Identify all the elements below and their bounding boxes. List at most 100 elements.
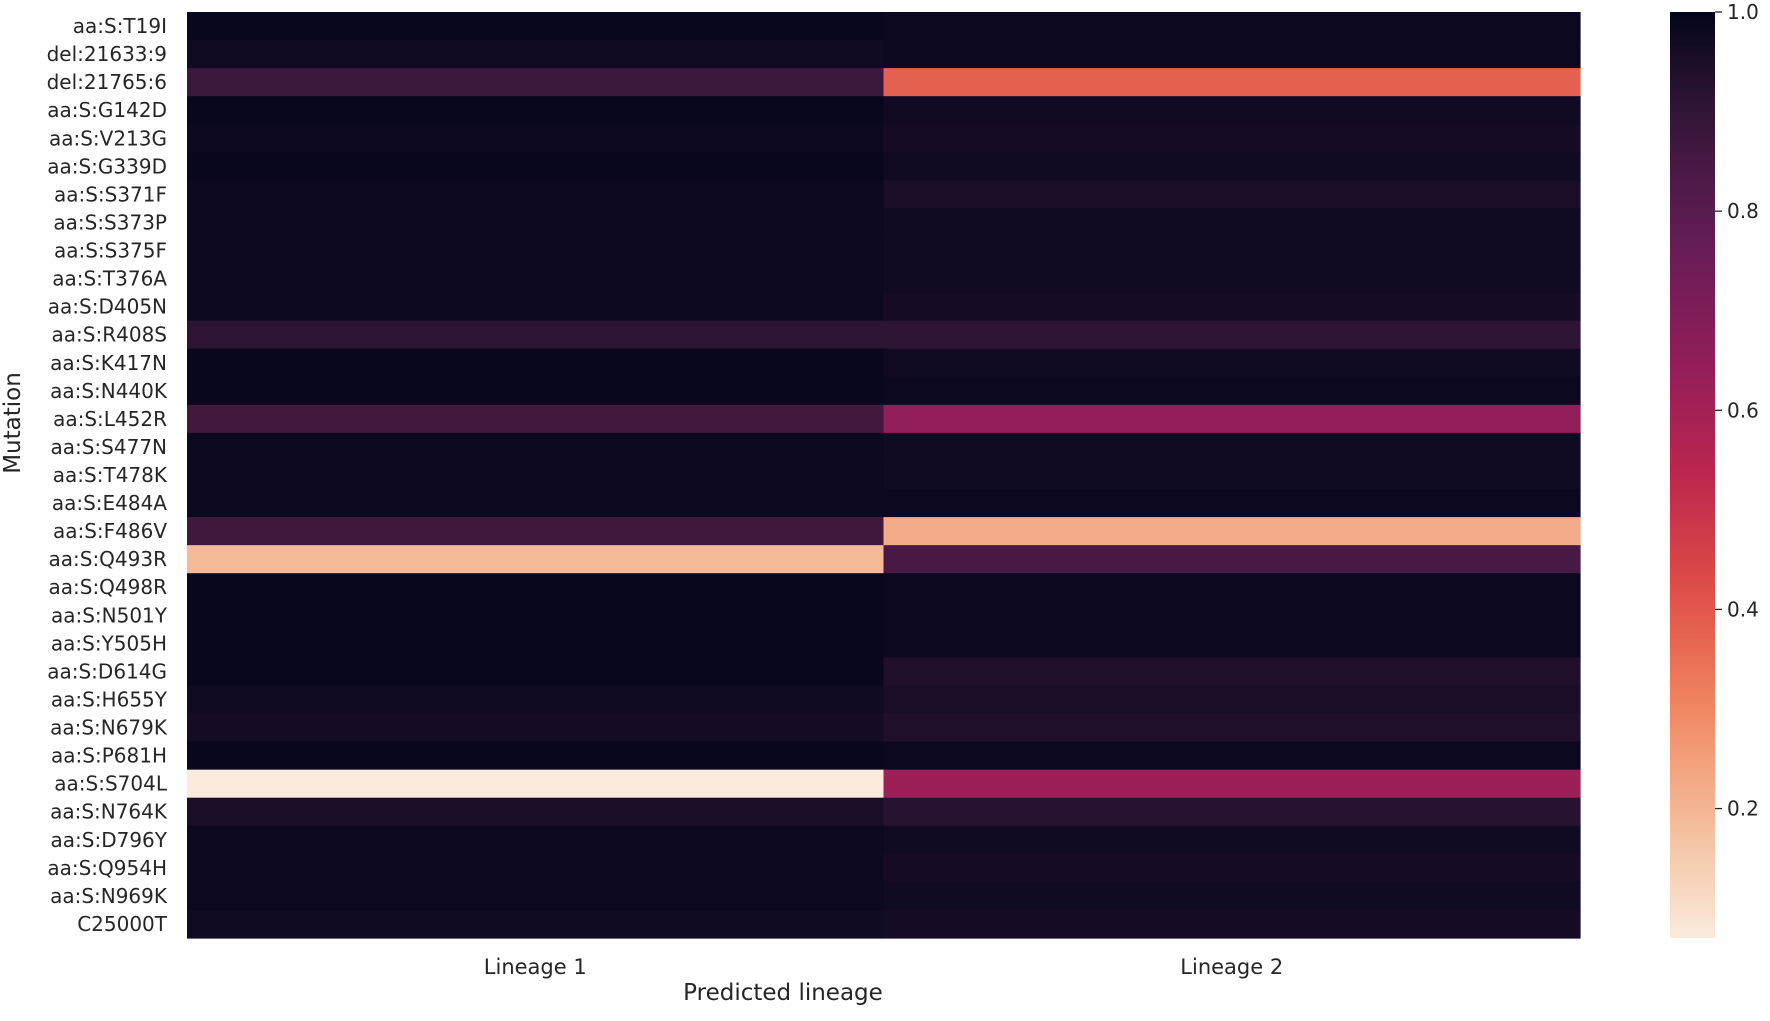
heatmap-cell xyxy=(187,657,885,687)
heatmap-cell xyxy=(883,264,1581,294)
row-tick-label: del:21765:6 xyxy=(47,70,167,94)
row-tick-label: aa:S:G339D xyxy=(47,154,167,178)
heatmap-cell xyxy=(187,517,885,546)
heatmap-cell xyxy=(883,909,1581,939)
row-tick-label: aa:S:T376A xyxy=(52,267,167,291)
row-tick-label: aa:S:E484A xyxy=(52,491,167,515)
heatmap-cell xyxy=(187,376,885,406)
row-tick-label: aa:S:T19I xyxy=(73,14,167,38)
heatmap-cell xyxy=(883,573,1581,602)
heatmap-cell xyxy=(883,152,1581,181)
heatmap-cell xyxy=(187,320,885,350)
heatmap-cell xyxy=(883,601,1581,630)
row-tick-label: C25000T xyxy=(77,912,168,936)
heatmap-cell xyxy=(883,545,1581,574)
heatmap-cell xyxy=(187,264,885,294)
heatmap-cell xyxy=(187,853,885,883)
heatmap-cell xyxy=(883,881,1581,911)
heatmap-cell xyxy=(883,489,1581,518)
row-tick-label: aa:S:D614G xyxy=(47,659,167,683)
column-tick-label: Lineage 2 xyxy=(1180,955,1283,979)
heatmap-cell xyxy=(883,432,1581,462)
heatmap-cell xyxy=(187,629,885,658)
heatmap-cell xyxy=(883,124,1581,153)
row-tick-label: aa:S:S375F xyxy=(54,239,167,263)
row-tick-label: aa:S:Q493R xyxy=(49,547,168,571)
row-tick-labels: aa:S:T19I del:21633:9 del:21765:6 aa:S:G142… xyxy=(47,14,168,936)
heatmap-cell xyxy=(187,741,885,771)
heatmap-cell xyxy=(187,40,885,69)
heatmap-cell xyxy=(187,825,885,855)
colorbar-tick-label: 0.8 xyxy=(1727,199,1759,223)
colorbar-ticks: 0.2 0.4 0.6 0.8 1.0 xyxy=(1715,0,1759,821)
row-tick-label: aa:S:N969K xyxy=(50,884,168,908)
heatmap-cell xyxy=(187,797,885,827)
heatmap-cell xyxy=(883,376,1581,406)
heatmap-cell xyxy=(187,96,885,125)
heatmap-cell xyxy=(187,881,885,911)
heatmap-cell xyxy=(883,348,1581,378)
row-tick-label: aa:S:Y505H xyxy=(51,631,167,655)
colorbar-tick-label: 0.2 xyxy=(1727,797,1759,821)
heatmap-cell xyxy=(883,208,1581,238)
heatmap-cell xyxy=(187,180,885,210)
column-tick-labels: Lineage 1 Lineage 2 xyxy=(484,955,1283,979)
colorbar-tick-label: 0.4 xyxy=(1727,597,1759,621)
heatmap-cell xyxy=(883,517,1581,546)
heatmap-cell xyxy=(187,12,885,41)
heatmap-cell xyxy=(187,601,885,630)
row-tick-label: del:21633:9 xyxy=(47,42,167,66)
heatmap-cell xyxy=(187,348,885,378)
colorbar-tick-label: 0.6 xyxy=(1727,398,1759,422)
heatmap-cell xyxy=(187,404,885,434)
row-tick-label: aa:S:S373P xyxy=(53,210,167,234)
row-tick-label: aa:S:R408S xyxy=(52,323,167,347)
heatmap-cell xyxy=(883,236,1581,266)
row-tick-label: aa:S:F486V xyxy=(53,519,167,543)
heatmap-cell xyxy=(187,769,885,799)
heatmap-cell xyxy=(883,797,1581,827)
heatmap-cells xyxy=(187,12,1581,939)
heatmap-cell xyxy=(883,68,1581,97)
heatmap-cell xyxy=(883,180,1581,210)
row-tick-label: aa:S:S477N xyxy=(50,435,167,459)
heatmap-cell xyxy=(187,432,885,462)
row-tick-label: aa:S:K417N xyxy=(50,351,167,375)
heatmap-cell xyxy=(883,629,1581,658)
heatmap-cell xyxy=(883,825,1581,855)
heatmap-cell xyxy=(187,68,885,97)
heatmap-cell xyxy=(883,769,1581,799)
heatmap-cell xyxy=(883,404,1581,434)
y-axis-label: Mutation xyxy=(0,372,26,474)
row-tick-label: aa:S:N440K xyxy=(50,379,168,403)
column-tick-label: Lineage 1 xyxy=(484,955,587,979)
heatmap-cell xyxy=(187,292,885,322)
heatmap-cell xyxy=(187,713,885,743)
heatmap-cell xyxy=(883,741,1581,771)
row-tick-label: aa:S:D796Y xyxy=(51,828,168,852)
colorbar-tick-label: 1.0 xyxy=(1727,0,1759,24)
heatmap-cell xyxy=(883,657,1581,687)
row-tick-label: aa:S:N501Y xyxy=(51,603,168,627)
heatmap-cell xyxy=(187,573,885,602)
heatmap-cell xyxy=(187,124,885,153)
row-tick-label: aa:S:L452R xyxy=(53,407,167,431)
row-tick-label: aa:S:G142D xyxy=(47,98,167,122)
heatmap-cell xyxy=(883,12,1581,41)
heatmap-cell xyxy=(883,96,1581,125)
heatmap-cell xyxy=(187,909,885,939)
heatmap-cell xyxy=(883,853,1581,883)
heatmap-cell xyxy=(883,320,1581,350)
heatmap-cell xyxy=(187,460,885,490)
heatmap-cell xyxy=(187,208,885,238)
colorbar xyxy=(1670,12,1715,938)
heatmap-cell xyxy=(187,152,885,181)
heatmap-cell xyxy=(883,685,1581,715)
x-axis-label: Predicted lineage xyxy=(683,980,883,1006)
heatmap-cell xyxy=(883,460,1581,490)
row-tick-label: aa:S:P681H xyxy=(51,744,167,768)
row-tick-label: aa:S:S704L xyxy=(54,772,168,796)
row-tick-label: aa:S:N679K xyxy=(50,716,168,740)
row-tick-label: aa:S:V213G xyxy=(49,126,167,150)
